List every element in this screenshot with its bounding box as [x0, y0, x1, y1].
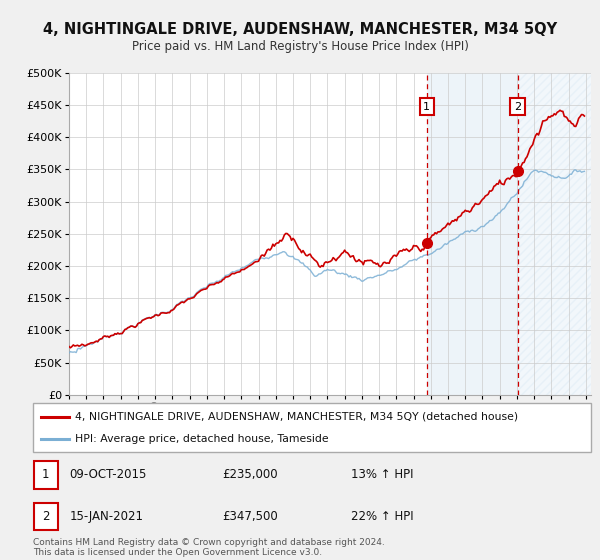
Text: 1: 1	[424, 101, 430, 111]
Text: Contains HM Land Registry data © Crown copyright and database right 2024.
This d: Contains HM Land Registry data © Crown c…	[33, 538, 385, 557]
Text: 4, NIGHTINGALE DRIVE, AUDENSHAW, MANCHESTER, M34 5QY: 4, NIGHTINGALE DRIVE, AUDENSHAW, MANCHES…	[43, 22, 557, 38]
Text: 13% ↑ HPI: 13% ↑ HPI	[351, 468, 413, 482]
FancyBboxPatch shape	[34, 503, 58, 530]
FancyBboxPatch shape	[34, 461, 58, 488]
Text: 4, NIGHTINGALE DRIVE, AUDENSHAW, MANCHESTER, M34 5QY (detached house): 4, NIGHTINGALE DRIVE, AUDENSHAW, MANCHES…	[75, 412, 518, 422]
Text: Price paid vs. HM Land Registry's House Price Index (HPI): Price paid vs. HM Land Registry's House …	[131, 40, 469, 53]
Text: 2: 2	[42, 510, 50, 523]
Text: 15-JAN-2021: 15-JAN-2021	[69, 510, 143, 523]
Bar	[427, 73, 518, 395]
Text: 2: 2	[514, 101, 521, 111]
Text: 09-OCT-2015: 09-OCT-2015	[69, 468, 146, 482]
Text: 1: 1	[42, 468, 50, 482]
Bar	[518, 73, 591, 395]
Text: £235,000: £235,000	[223, 468, 278, 482]
Text: £347,500: £347,500	[223, 510, 278, 523]
FancyBboxPatch shape	[33, 403, 591, 452]
Text: HPI: Average price, detached house, Tameside: HPI: Average price, detached house, Tame…	[75, 434, 328, 444]
Text: 22% ↑ HPI: 22% ↑ HPI	[351, 510, 413, 523]
